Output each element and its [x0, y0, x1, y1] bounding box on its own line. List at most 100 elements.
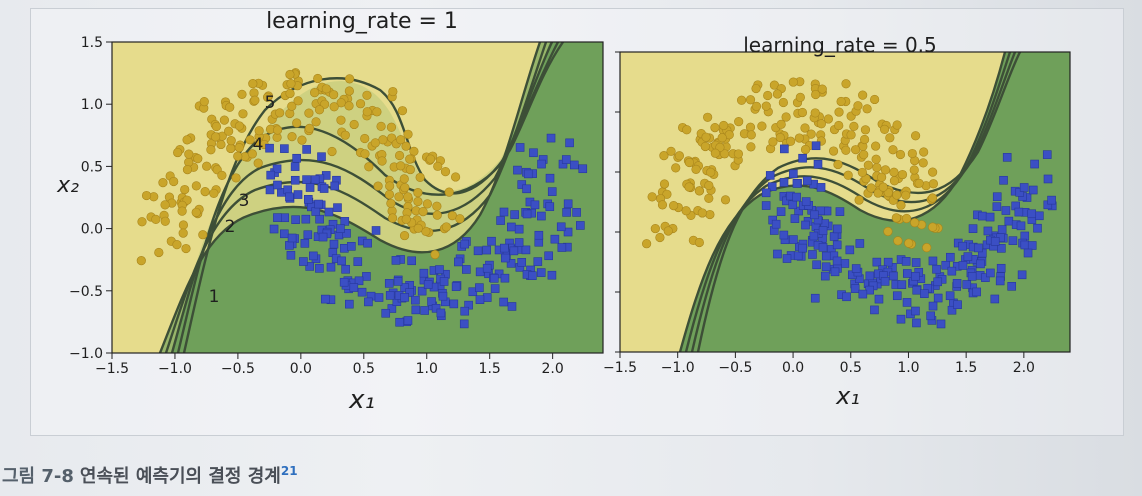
right-square-point: [992, 192, 1002, 202]
right-square-point: [952, 279, 962, 288]
left-circle-point: [285, 88, 295, 99]
right-circle-point: [853, 101, 863, 111]
left-square-point: [557, 243, 567, 252]
left-square-point: [529, 148, 538, 158]
left-x-tick-label: 1.0: [416, 361, 438, 377]
left-circle-point: [297, 135, 307, 145]
right-circle-point: [909, 165, 919, 175]
right-circle-point: [928, 222, 938, 232]
left-square-point: [280, 229, 289, 239]
left-circle-point: [425, 154, 436, 164]
left-circle-point: [377, 156, 387, 166]
left-circle-point: [250, 95, 260, 105]
left-circle-point: [254, 126, 264, 136]
left-square-point: [342, 229, 351, 238]
right-circle-point: [849, 121, 859, 131]
right-square-point: [999, 175, 1008, 185]
left-square-point: [547, 187, 557, 196]
right-circle-point: [746, 142, 756, 152]
right-circle-point: [706, 167, 716, 177]
caption-number: 그림 7-8: [2, 466, 74, 487]
left-circle-point: [225, 102, 235, 112]
left-circle-point: [444, 187, 454, 197]
left-boundary-line-5: [182, 42, 564, 353]
right-square-point: [997, 225, 1007, 234]
right-square-point: [892, 291, 902, 301]
left-square-point: [393, 277, 403, 286]
right-circle-point: [751, 101, 762, 111]
right-square-point: [953, 300, 962, 309]
right-square-point: [912, 285, 922, 295]
left-square-point: [515, 143, 525, 152]
right-circle-point: [642, 239, 652, 249]
left-square-point: [395, 317, 404, 327]
right-square-point: [976, 259, 985, 269]
left-circle-point: [432, 210, 442, 220]
left-circle-point: [397, 106, 408, 116]
right-circle-point: [681, 206, 691, 216]
left-circle-point: [386, 198, 396, 209]
right-circle-point: [694, 237, 704, 248]
right-circle-point: [901, 190, 911, 200]
left-circle-point: [344, 86, 354, 96]
right-circle-point: [733, 149, 744, 159]
right-circle-point: [800, 123, 810, 133]
right-square-point: [830, 267, 840, 277]
left-square-point: [303, 230, 313, 240]
right-square-point: [1016, 221, 1026, 231]
right-square-point: [802, 176, 812, 186]
left-square-point: [482, 245, 491, 255]
right-circle-point: [704, 180, 714, 191]
left-square-point: [545, 202, 555, 211]
left-circle-point: [384, 189, 395, 200]
right-circle-point: [659, 151, 669, 161]
left-square-point: [438, 291, 448, 301]
right-circle-point: [736, 95, 747, 105]
right-circle-point: [734, 117, 744, 127]
right-circle-point: [834, 107, 844, 117]
right-square-point: [1014, 207, 1024, 217]
left-circle-point: [287, 101, 297, 111]
right-square-point: [1019, 183, 1029, 192]
left-circle-point: [373, 181, 383, 191]
left-square-point: [411, 305, 421, 315]
right-circle-point: [907, 148, 917, 159]
right-circle-point: [666, 146, 676, 156]
right-circle-point: [860, 125, 871, 135]
left-square-point: [420, 306, 429, 315]
right-square-point: [911, 306, 920, 316]
right-square-point: [851, 264, 861, 273]
left-circle-point: [151, 214, 161, 224]
left-circle-point: [362, 107, 372, 117]
right-square-point: [780, 144, 789, 154]
right-square-point: [911, 271, 920, 281]
left-x-tick-label: 0.0: [290, 361, 312, 377]
right-square-point: [933, 277, 943, 287]
right-x-axis-label: x₁: [835, 382, 860, 410]
right-circle-point: [891, 213, 901, 223]
left-square-point: [363, 238, 372, 248]
left-circle-point: [209, 188, 219, 198]
left-circle-point: [422, 199, 433, 209]
right-square-point: [967, 272, 977, 281]
right-square-point: [792, 192, 801, 202]
left-circle-point: [313, 73, 323, 84]
right-circle-point: [862, 104, 872, 114]
left-chart-title: learning_rate = 1: [266, 9, 458, 34]
left-square-point: [330, 181, 340, 191]
left-square-point: [301, 214, 311, 224]
left-square-point: [561, 155, 571, 164]
left-circle-point: [304, 123, 315, 133]
left-square-point: [499, 207, 509, 217]
left-square-point: [507, 302, 517, 311]
left-circle-point: [360, 133, 370, 144]
left-square-point: [563, 227, 573, 237]
left-circle-point: [403, 192, 413, 202]
right-circle-point: [800, 144, 811, 155]
left-x-tick-label: 0.5: [353, 361, 375, 377]
left-circle-point: [231, 173, 241, 183]
left-square-point: [272, 164, 282, 174]
left-circle-point: [399, 174, 409, 184]
left-square-point: [473, 246, 483, 256]
